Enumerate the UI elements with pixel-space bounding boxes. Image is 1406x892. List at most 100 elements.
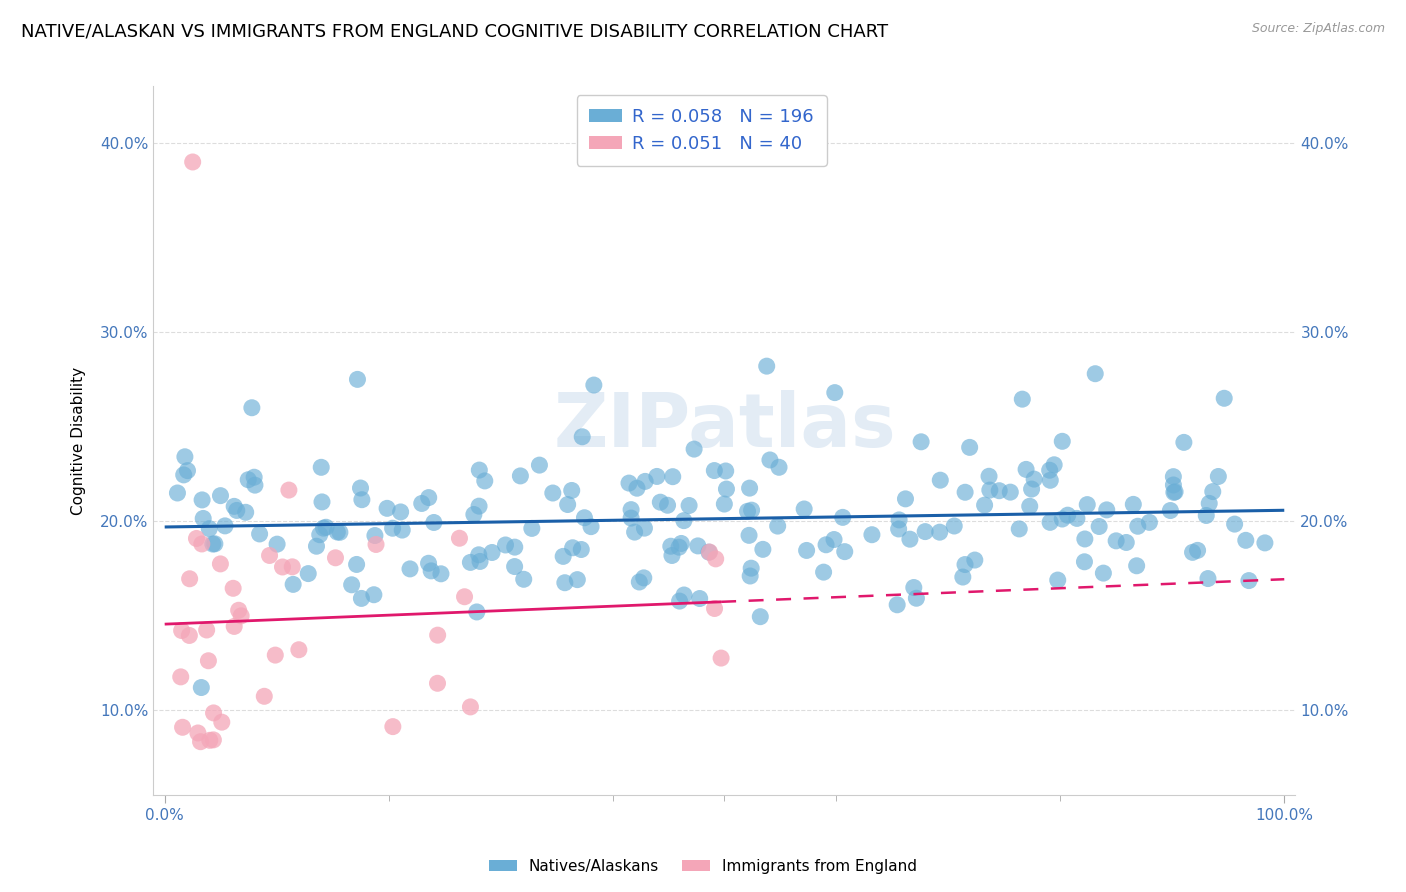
- Point: [1092, 566, 1115, 581]
- Point: [710, 651, 733, 665]
- Point: [793, 502, 815, 516]
- Point: [202, 732, 225, 747]
- Point: [228, 603, 250, 617]
- Point: [364, 537, 387, 551]
- Point: [1000, 485, 1022, 500]
- Point: [914, 524, 936, 539]
- Point: [209, 489, 232, 503]
- Point: [1173, 435, 1195, 450]
- Point: [172, 720, 194, 734]
- Point: [399, 562, 422, 576]
- Point: [174, 450, 197, 464]
- Point: [1195, 508, 1218, 523]
- Point: [703, 601, 725, 615]
- Point: [312, 521, 335, 535]
- Point: [195, 623, 218, 637]
- Point: [1046, 573, 1069, 587]
- Point: [468, 463, 491, 477]
- Point: [1043, 458, 1066, 472]
- Point: [620, 502, 643, 516]
- Point: [973, 498, 995, 512]
- Point: [426, 676, 449, 690]
- Point: [1187, 543, 1209, 558]
- Point: [1181, 545, 1204, 559]
- Point: [193, 511, 215, 525]
- Point: [1084, 367, 1107, 381]
- Point: [561, 483, 583, 498]
- Point: [831, 510, 853, 524]
- Point: [569, 542, 592, 557]
- Point: [1122, 497, 1144, 511]
- Point: [1198, 496, 1220, 510]
- Point: [426, 628, 449, 642]
- Point: [266, 537, 288, 551]
- Point: [179, 572, 201, 586]
- Point: [541, 486, 564, 500]
- Point: [411, 496, 433, 510]
- Point: [755, 359, 778, 373]
- Point: [340, 578, 363, 592]
- Point: [1164, 484, 1187, 499]
- Point: [738, 528, 761, 542]
- Point: [953, 558, 976, 572]
- Point: [463, 508, 485, 522]
- Point: [243, 478, 266, 492]
- Point: [288, 642, 311, 657]
- Point: [191, 537, 214, 551]
- Point: [620, 511, 643, 525]
- Point: [277, 483, 299, 497]
- Point: [626, 481, 648, 495]
- Point: [766, 519, 789, 533]
- Point: [659, 539, 682, 553]
- Point: [349, 481, 371, 495]
- Point: [905, 591, 928, 606]
- Point: [1074, 532, 1097, 546]
- Point: [661, 549, 683, 563]
- Point: [465, 605, 488, 619]
- Point: [170, 624, 193, 638]
- Point: [704, 552, 727, 566]
- Point: [513, 572, 536, 586]
- Point: [202, 706, 225, 720]
- Point: [740, 569, 762, 583]
- Point: [887, 513, 910, 527]
- Point: [860, 527, 883, 541]
- Point: [661, 469, 683, 483]
- Point: [197, 654, 219, 668]
- Point: [634, 475, 657, 489]
- Point: [190, 734, 212, 748]
- Legend: Natives/Alaskans, Immigrants from England: Natives/Alaskans, Immigrants from Englan…: [484, 853, 922, 880]
- Text: ZIPatlas: ZIPatlas: [553, 390, 896, 463]
- Point: [204, 537, 226, 551]
- Point: [240, 401, 263, 415]
- Point: [391, 523, 413, 537]
- Point: [554, 575, 576, 590]
- Point: [509, 469, 531, 483]
- Point: [364, 528, 387, 542]
- Point: [179, 628, 201, 642]
- Point: [1039, 463, 1062, 477]
- Point: [699, 545, 721, 559]
- Point: [977, 469, 1000, 483]
- Point: [1208, 469, 1230, 483]
- Text: NATIVE/ALASKAN VS IMMIGRANTS FROM ENGLAND COGNITIVE DISABILITY CORRELATION CHART: NATIVE/ALASKAN VS IMMIGRANTS FROM ENGLAN…: [21, 22, 889, 40]
- Legend: R = 0.058   N = 196, R = 0.051   N = 40: R = 0.058 N = 196, R = 0.051 N = 40: [576, 95, 827, 166]
- Point: [645, 469, 668, 483]
- Point: [224, 500, 246, 514]
- Point: [468, 499, 491, 513]
- Point: [1073, 555, 1095, 569]
- Point: [714, 464, 737, 478]
- Point: [697, 545, 720, 559]
- Point: [886, 598, 908, 612]
- Point: [520, 521, 543, 535]
- Point: [297, 566, 319, 581]
- Point: [571, 430, 593, 444]
- Text: Source: ZipAtlas.com: Source: ZipAtlas.com: [1251, 22, 1385, 36]
- Point: [1039, 516, 1062, 530]
- Point: [381, 521, 404, 535]
- Point: [453, 590, 475, 604]
- Point: [740, 561, 762, 575]
- Point: [553, 549, 575, 564]
- Point: [329, 525, 352, 540]
- Point: [928, 525, 950, 540]
